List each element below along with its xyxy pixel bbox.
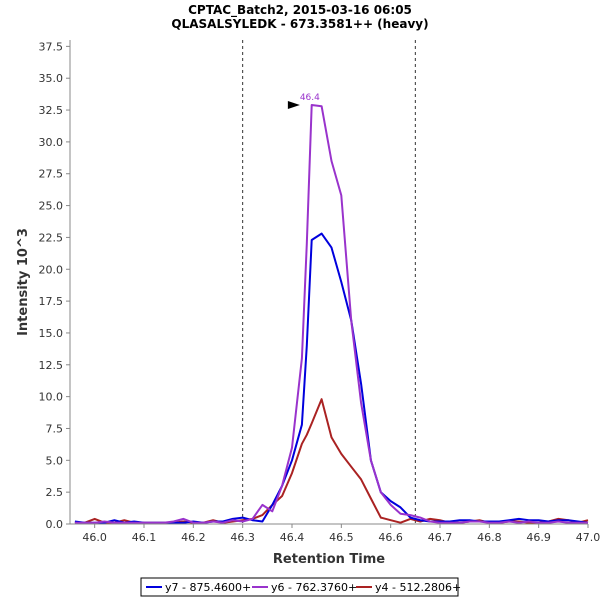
- y-tick-label: 20.0: [39, 263, 64, 276]
- x-tick-label: 46.4: [280, 531, 305, 544]
- integration-boundaries: [242, 40, 416, 524]
- legend-label: y4 - 512.2806+: [375, 581, 461, 594]
- y-tick-label: 22.5: [39, 231, 64, 244]
- x-tick-label: 46.5: [329, 531, 354, 544]
- y-tick-label: 7.5: [46, 422, 64, 435]
- legend-label: y6 - 762.3760+: [271, 581, 357, 594]
- y-axis-label: Intensity 10^3: [16, 228, 31, 336]
- chart-subtitle: QLASALSYLEDK - 673.3581++ (heavy): [171, 17, 428, 31]
- peak-annotation-layer: 46.4: [287, 93, 320, 109]
- y-tick-label: 10.0: [39, 391, 64, 404]
- y-tick-label: 2.5: [46, 486, 64, 499]
- y-tick-label: 32.5: [39, 104, 64, 117]
- y-tick-label: 15.0: [39, 327, 64, 340]
- x-axis-ticks: 46.0 46.1 46.2 46.3 46.4 46.5 46.6 46.7 46.8 46.9…: [82, 524, 600, 544]
- x-axis-label: Retention Time: [273, 552, 385, 567]
- y-tick-label: 25.0: [39, 200, 64, 213]
- series-line-1: [74, 104, 588, 524]
- x-tick-label: 46.3: [230, 531, 255, 544]
- x-tick-label: 46.9: [526, 531, 551, 544]
- x-tick-label: 47.0: [576, 531, 600, 544]
- y-tick-label: 27.5: [39, 168, 64, 181]
- legend-box: [140, 577, 459, 597]
- x-tick-label: 46.7: [428, 531, 453, 544]
- y-tick-label: 30.0: [39, 136, 64, 149]
- y-tick-label: 5.0: [46, 454, 64, 467]
- plot-area: [70, 40, 588, 524]
- series-layer: [74, 104, 589, 524]
- x-tick-label: 46.8: [477, 531, 502, 544]
- legend: y7 - 875.4600+ y6 - 762.3760+ y4 - 512.280…: [140, 577, 461, 597]
- y-tick-label: 35.0: [39, 72, 64, 85]
- chart-title: CPTAC_Batch2, 2015-03-16 06:05: [188, 3, 412, 18]
- x-tick-label: 46.1: [132, 531, 157, 544]
- x-tick-label: 46.6: [378, 531, 403, 544]
- legend-label: y7 - 875.4600+: [165, 581, 251, 594]
- y-tick-label: 37.5: [39, 40, 64, 53]
- y-axis-ticks: 0.0 2.5 5.0 7.5 10.0 12.5 15.0 17.5 20.0 22.5 25.0…: [39, 40, 70, 531]
- y-tick-label: 0.0: [46, 518, 64, 531]
- peak-marker-arrow: [287, 100, 300, 109]
- peak-label: 46.4: [300, 93, 320, 103]
- x-tick-label: 46.0: [82, 531, 107, 544]
- y-tick-label: 17.5: [39, 295, 64, 308]
- y-tick-label: 12.5: [39, 359, 64, 372]
- x-tick-label: 46.2: [181, 531, 206, 544]
